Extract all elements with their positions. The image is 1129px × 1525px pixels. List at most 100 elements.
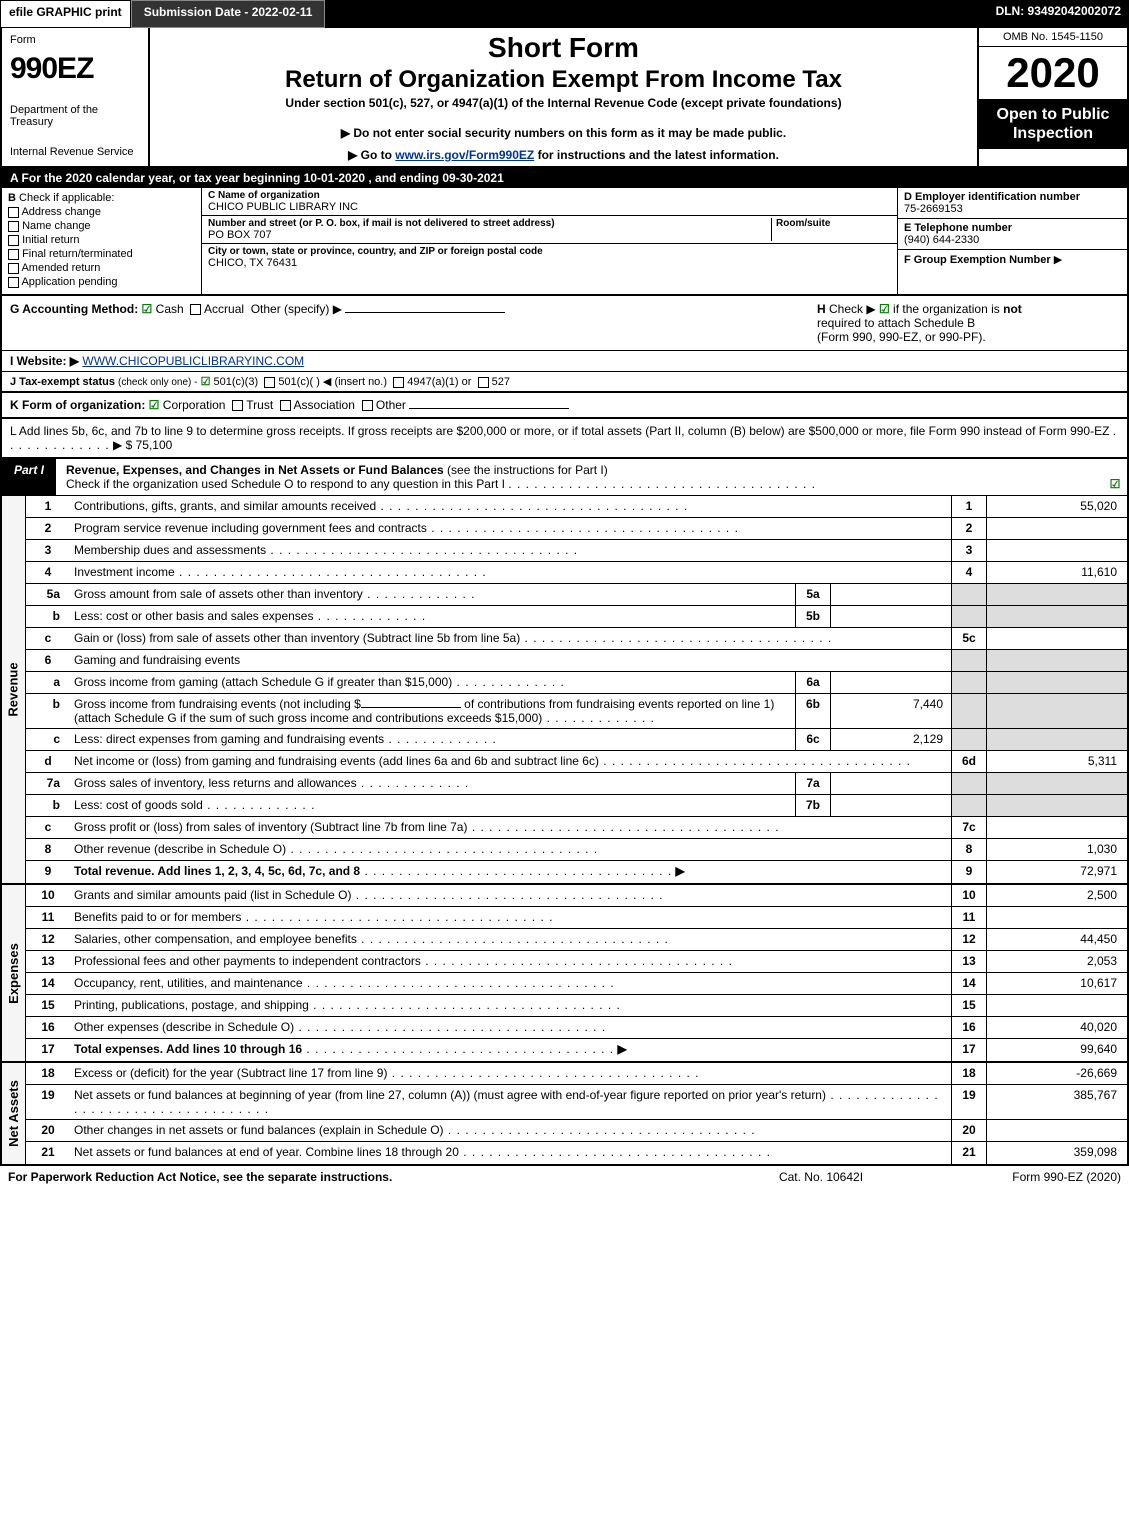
irs-label: Internal Revenue Service — [10, 146, 140, 158]
line-num: 7a — [26, 773, 70, 794]
line-b: b Less: cost of goods sold 7b — [26, 795, 1127, 817]
chk-initial-return[interactable] — [8, 235, 19, 246]
line-num: 14 — [26, 973, 70, 994]
line-text: Gross amount from sale of assets other t… — [70, 584, 795, 605]
mini-col-value — [831, 672, 951, 693]
line-num: c — [26, 628, 70, 649]
e-tel-label: E Telephone number — [904, 222, 1121, 234]
line-num: 8 — [26, 839, 70, 860]
g-label: G Accounting Method: — [10, 302, 138, 316]
other-org-input[interactable] — [409, 408, 569, 409]
chk-4947[interactable] — [393, 377, 404, 388]
chk-527[interactable] — [478, 377, 489, 388]
org-address: PO BOX 707 — [208, 229, 771, 241]
h-check: Check ▶ — [829, 302, 876, 316]
line-text: Investment income — [70, 562, 951, 583]
website-link[interactable]: WWW.CHICOPUBLICLIBRARYINC.COM — [82, 354, 304, 368]
line-text: Program service revenue including govern… — [70, 518, 951, 539]
other-specify-input[interactable] — [345, 312, 505, 313]
line-1: 1 Contributions, gifts, grants, and simi… — [26, 496, 1127, 518]
note-goto: ▶ Go to www.irs.gov/Form990EZ for instru… — [162, 148, 965, 162]
line-num: 21 — [26, 1142, 70, 1164]
chk-application-pending[interactable] — [8, 277, 19, 288]
line-value: 385,767 — [987, 1085, 1127, 1119]
contrib-input[interactable] — [361, 707, 461, 708]
line-16: 16 Other expenses (describe in Schedule … — [26, 1017, 1127, 1039]
l-arrow: ▶ — [113, 438, 122, 452]
line-value — [987, 540, 1127, 561]
submission-date: Submission Date - 2022-02-11 — [131, 0, 326, 28]
header-center: Short Form Return of Organization Exempt… — [150, 28, 977, 166]
line-colnum — [951, 795, 987, 816]
line-value — [987, 650, 1127, 671]
line-value: 99,640 — [987, 1039, 1127, 1061]
line-6: 6 Gaming and fundraising events — [26, 650, 1127, 672]
mini-col-label: 6a — [795, 672, 831, 693]
line-num: 16 — [26, 1017, 70, 1038]
line-text: Printing, publications, postage, and shi… — [70, 995, 951, 1016]
chk-501c3-icon: ☑ — [201, 376, 211, 388]
opt-4947: 4947(a)(1) or — [407, 376, 471, 388]
line-num: 10 — [26, 885, 70, 906]
chk-amended-return[interactable] — [8, 263, 19, 274]
line-colnum — [951, 584, 987, 605]
line-colnum: 18 — [951, 1063, 987, 1084]
chk-accrual[interactable] — [190, 304, 201, 315]
chk-association[interactable] — [280, 400, 291, 411]
efile-print[interactable]: efile GRAPHIC print — [0, 0, 131, 28]
opt-amended-return: Amended return — [21, 262, 100, 274]
line-colnum: 21 — [951, 1142, 987, 1164]
net-assets-section: Net Assets 18 Excess or (deficit) for th… — [0, 1063, 1129, 1166]
col-b: B Check if applicable: Address change Na… — [2, 188, 202, 294]
irs-link[interactable]: www.irs.gov/Form990EZ — [395, 148, 534, 162]
line-num: 12 — [26, 929, 70, 950]
omb-number: OMB No. 1545-1150 — [979, 28, 1127, 47]
chk-other-org[interactable] — [362, 400, 373, 411]
line-6b: b Gross income from fundraising events (… — [26, 694, 1127, 729]
line-value — [987, 773, 1127, 794]
line-5a: 5a Gross amount from sale of assets othe… — [26, 584, 1127, 606]
chk-501c[interactable] — [264, 377, 275, 388]
line-num: 19 — [26, 1085, 70, 1119]
line-colnum: 2 — [951, 518, 987, 539]
line-colnum: 15 — [951, 995, 987, 1016]
line-9: 9 Total revenue. Add lines 1, 2, 3, 4, 5… — [26, 861, 1127, 883]
line-num: b — [26, 606, 70, 627]
line-text: Gross profit or (loss) from sales of inv… — [70, 817, 951, 838]
line-colnum: 9 — [951, 861, 987, 883]
chk-final-return[interactable] — [8, 249, 19, 260]
mini-col-label: 6b — [795, 694, 831, 728]
org-city: CHICO, TX 76431 — [208, 257, 891, 269]
line-19: 19 Net assets or fund balances at beginn… — [26, 1085, 1127, 1120]
opt-initial-return: Initial return — [22, 234, 79, 246]
opt-trust: Trust — [246, 398, 273, 412]
line-value: 1,030 — [987, 839, 1127, 860]
line-num: 15 — [26, 995, 70, 1016]
line-text: Salaries, other compensation, and employ… — [70, 929, 951, 950]
side-net-assets: Net Assets — [2, 1063, 26, 1164]
line-12: 12 Salaries, other compensation, and emp… — [26, 929, 1127, 951]
revenue-section: Revenue 1 Contributions, gifts, grants, … — [0, 496, 1129, 885]
line-a: a Gross income from gaming (attach Sched… — [26, 672, 1127, 694]
top-bar: efile GRAPHIC print Submission Date - 20… — [0, 0, 1129, 28]
chk-name-change[interactable] — [8, 221, 19, 232]
line-7a: 7a Gross sales of inventory, less return… — [26, 773, 1127, 795]
title-return: Return of Organization Exempt From Incom… — [162, 66, 965, 94]
line-3: 3 Membership dues and assessments 3 — [26, 540, 1127, 562]
line-text: Benefits paid to or for members — [70, 907, 951, 928]
opt-address-change: Address change — [21, 206, 101, 218]
mini-col-label: 5b — [795, 606, 831, 627]
line-value — [987, 672, 1127, 693]
opt-name-change: Name change — [22, 220, 91, 232]
chk-address-change[interactable] — [8, 207, 19, 218]
l-text: L Add lines 5b, 6c, and 7b to line 9 to … — [10, 424, 1109, 438]
line-text: Net assets or fund balances at beginning… — [70, 1085, 951, 1119]
line-text: Other changes in net assets or fund bala… — [70, 1120, 951, 1141]
line-13: 13 Professional fees and other payments … — [26, 951, 1127, 973]
chk-trust[interactable] — [232, 400, 243, 411]
line-num: 9 — [26, 861, 70, 883]
line-num: 13 — [26, 951, 70, 972]
line-text: Net income or (loss) from gaming and fun… — [70, 751, 951, 772]
ein-value: 75-2669153 — [904, 203, 1121, 215]
line-num: 1 — [26, 496, 70, 517]
